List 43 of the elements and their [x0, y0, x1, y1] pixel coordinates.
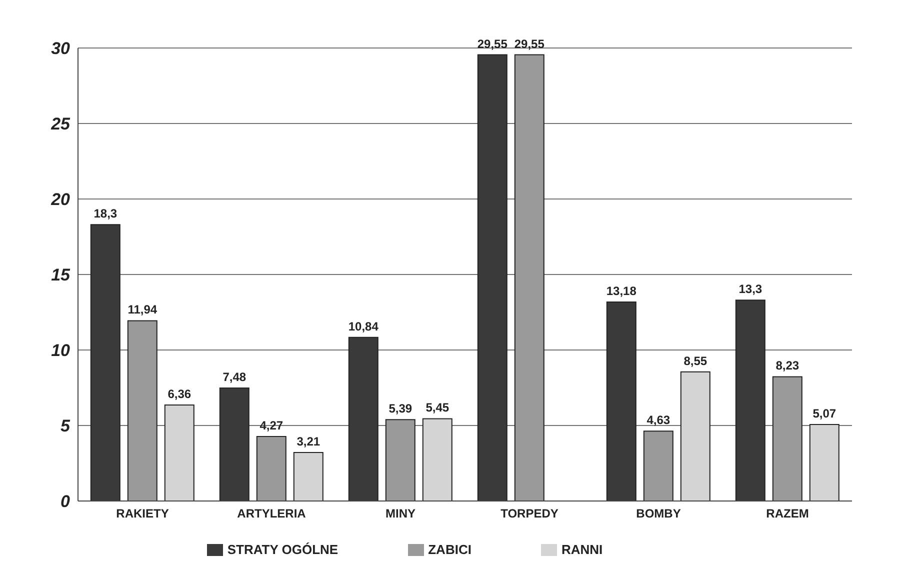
- data-label: 29,55: [514, 36, 545, 51]
- bar: [680, 371, 710, 501]
- y-tick-label: 20: [50, 190, 71, 210]
- bar: [422, 418, 452, 501]
- data-label: 13,3: [738, 282, 762, 296]
- data-label: 13,18: [606, 284, 637, 298]
- y-tick-label: 30: [51, 39, 71, 58]
- data-label: 8,23: [776, 358, 800, 373]
- y-tick-label: 5: [60, 416, 71, 436]
- x-tick-label: MINY: [386, 506, 416, 521]
- bar: [809, 424, 840, 501]
- data-label: 6,36: [168, 386, 192, 401]
- bar: [385, 419, 416, 501]
- x-tick-label: TORPEDY: [500, 506, 558, 521]
- bar: [643, 430, 674, 501]
- y-tick-label: 10: [51, 341, 71, 360]
- data-label: 8,55: [684, 354, 708, 368]
- x-tick-label: ARTYLERIA: [237, 506, 306, 521]
- data-label: 5,39: [388, 402, 412, 416]
- y-tick-label: 25: [50, 114, 71, 134]
- legend-label: STRATY OGÓLNE: [227, 542, 338, 557]
- bar: [256, 436, 286, 501]
- data-label: 4,63: [646, 413, 670, 428]
- bar: [293, 452, 324, 501]
- bar: [772, 376, 802, 501]
- data-label: 5,45: [426, 400, 450, 415]
- data-label: 10,84: [348, 319, 379, 334]
- data-label: 29,55: [477, 36, 508, 51]
- bar: [127, 320, 158, 501]
- legend-label: RANNI: [561, 542, 603, 557]
- data-label: 5,07: [812, 406, 836, 420]
- bar: [164, 404, 194, 501]
- data-label: 18,3: [94, 206, 118, 221]
- legend-label: ZABICI: [428, 542, 472, 557]
- bar: [514, 54, 544, 501]
- y-tick-label: 15: [51, 266, 71, 285]
- x-tick-label: RAZEM: [766, 506, 809, 521]
- data-label: 7,48: [222, 370, 246, 384]
- x-tick-label: BOMBY: [636, 506, 681, 521]
- y-tick-label: 0: [60, 492, 71, 512]
- data-label: 11,94: [128, 302, 158, 317]
- x-tick-label: RAKIETY: [116, 506, 169, 521]
- data-label: 3,21: [296, 434, 320, 449]
